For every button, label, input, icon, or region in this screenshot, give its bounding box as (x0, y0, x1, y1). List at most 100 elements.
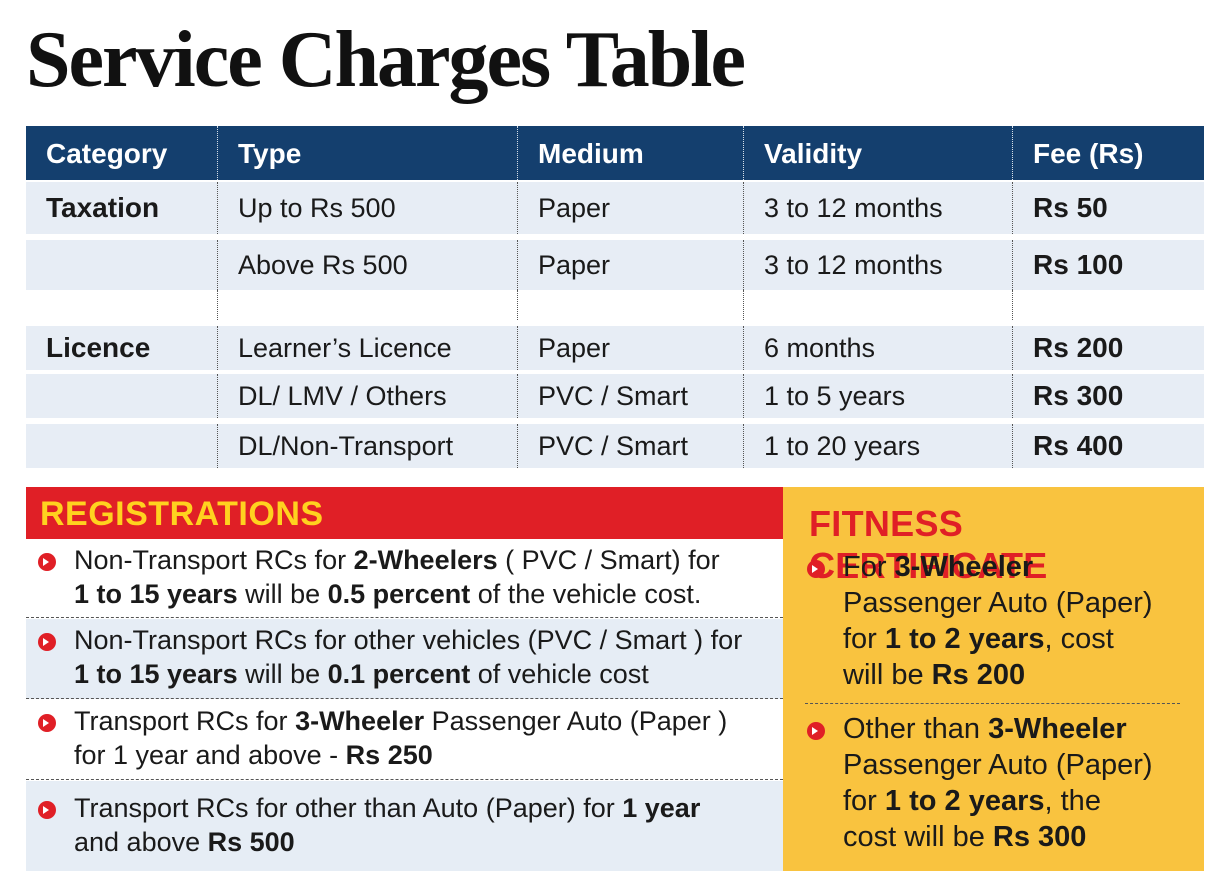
cell-medium: PVC / Smart (517, 374, 743, 418)
list-item: Transport RCs for other than Auto (Paper… (26, 781, 783, 871)
table-row: Licence Learner’s Licence Paper 6 months… (26, 326, 1204, 370)
cell-medium: Paper (517, 326, 743, 370)
item-text: for (843, 785, 885, 817)
fitness-heading: FITNESS CERTIFICATE (809, 503, 1048, 586)
item-emphasis: 2-Wheelers (353, 545, 498, 575)
cell-validity: 3 to 12 months (743, 182, 1012, 234)
item-text: Transport RCs for other than Auto (Paper… (74, 793, 623, 823)
item-text: Non-Transport RCs for other vehicles (PV… (74, 625, 743, 655)
table-row: Above Rs 500 Paper 3 to 12 months Rs 100 (26, 240, 1204, 290)
bullet-arrow-icon (38, 801, 56, 819)
item-line: will be Rs 200 (843, 657, 1204, 693)
cell-category: Taxation (46, 192, 160, 223)
header-category: Category (46, 138, 168, 169)
table-row: DL/Non-Transport PVC / Smart 1 to 20 yea… (26, 424, 1204, 468)
spacer-divider (743, 290, 1012, 320)
item-line: Non-Transport RCs for 2-Wheelers ( PVC /… (74, 543, 783, 577)
fitness-certificate-panel: FITNESS CERTIFICATE For 3-Wheeler Passen… (783, 487, 1204, 871)
cell-category (26, 240, 217, 290)
item-emphasis: Rs 300 (992, 821, 1087, 853)
item-text: cost will be (843, 821, 993, 853)
item-text: For (843, 551, 895, 583)
item-line: Transport RCs for 3-Wheeler Passenger Au… (74, 704, 783, 738)
item-line: for 1 to 2 years, cost (843, 621, 1204, 657)
list-item: Transport RCs for 3-Wheeler Passenger Au… (26, 700, 783, 780)
item-text: of the vehicle cost. (470, 579, 702, 609)
cell-medium: Paper (517, 182, 743, 234)
item-emphasis: 3-Wheeler (988, 713, 1127, 745)
item-emphasis: 1 to 15 years (74, 659, 238, 689)
item-text: and above (74, 827, 208, 857)
item-line: Transport RCs for other than Auto (Paper… (74, 791, 783, 825)
registrations-heading: REGISTRATIONS (26, 487, 783, 539)
registrations-panel: REGISTRATIONS Non-Transport RCs for 2-Wh… (26, 487, 783, 871)
item-emphasis: 3-Wheeler (295, 706, 425, 736)
cell-validity: 1 to 5 years (743, 374, 1012, 418)
item-text: , the (1044, 785, 1101, 817)
table-header: Category Type Medium Validity Fee (Rs) (26, 126, 1204, 180)
bullet-arrow-icon (38, 714, 56, 732)
item-text: of vehicle cost (470, 659, 649, 689)
cell-type: Above Rs 500 (217, 240, 517, 290)
table-spacer-row (26, 290, 1204, 320)
item-text: Passenger Auto (Paper ) (424, 706, 728, 736)
cell-fee: Rs 400 (1012, 424, 1204, 468)
header-type: Type (217, 126, 517, 180)
item-line: Other than 3-Wheeler (843, 711, 1204, 747)
item-line: cost will be Rs 300 (843, 819, 1204, 855)
item-emphasis: Rs 200 (931, 659, 1026, 691)
item-line: Passenger Auto (Paper) (843, 587, 1153, 619)
item-text: will be (237, 659, 328, 689)
cell-medium: PVC / Smart (517, 424, 743, 468)
cell-fee: Rs 200 (1012, 326, 1204, 370)
item-line: For 3-Wheeler (843, 549, 1204, 585)
item-line: 1 to 15 years will be 0.1 percent of veh… (74, 657, 783, 691)
item-text: for 1 year and above - (74, 740, 346, 770)
header-medium: Medium (517, 126, 743, 180)
table-row: Taxation Up to Rs 500 Paper 3 to 12 mont… (26, 182, 1204, 234)
item-emphasis: 1 year (622, 793, 701, 823)
cell-validity: 3 to 12 months (743, 240, 1012, 290)
cell-type: Up to Rs 500 (217, 182, 517, 234)
list-item: For 3-Wheeler Passenger Auto (Paper) for… (783, 549, 1204, 693)
cell-category (26, 424, 217, 468)
item-line: Passenger Auto (Paper) (843, 749, 1153, 781)
item-text: Non-Transport RCs for (74, 545, 354, 575)
item-text: Transport RCs for (74, 706, 296, 736)
item-emphasis: 0.1 percent (327, 659, 471, 689)
cell-type: DL/Non-Transport (217, 424, 517, 468)
cell-fee: Rs 100 (1012, 240, 1204, 290)
item-emphasis: Rs 250 (345, 740, 433, 770)
list-item: Non-Transport RCs for 2-Wheelers ( PVC /… (26, 539, 783, 618)
cell-validity: 6 months (743, 326, 1012, 370)
header-fee: Fee (Rs) (1012, 126, 1204, 180)
spacer-divider (517, 290, 743, 320)
bullet-arrow-icon (38, 553, 56, 571)
item-emphasis: 1 to 2 years (884, 623, 1045, 655)
cell-type: Learner’s Licence (217, 326, 517, 370)
item-text: for (843, 623, 885, 655)
item-text: , cost (1044, 623, 1114, 655)
fitness-divider (805, 703, 1180, 704)
list-item: Other than 3-Wheeler Passenger Auto (Pap… (783, 711, 1204, 855)
cell-category (26, 374, 217, 418)
item-text: Other than (843, 713, 989, 745)
spacer-divider (217, 290, 517, 320)
item-text: ( PVC / Smart) for (497, 545, 720, 575)
item-emphasis: Rs 500 (207, 827, 295, 857)
cell-type: DL/ LMV / Others (217, 374, 517, 418)
item-emphasis: 0.5 percent (327, 579, 471, 609)
item-text: will be (237, 579, 328, 609)
item-emphasis: 1 to 2 years (884, 785, 1045, 817)
header-validity: Validity (743, 126, 1012, 180)
spacer-divider (1012, 290, 1204, 320)
item-emphasis: 1 to 15 years (74, 579, 238, 609)
item-line: and above Rs 500 (74, 825, 783, 859)
page-title: Service Charges Table (26, 16, 746, 104)
item-line: 1 to 15 years will be 0.5 percent of the… (74, 577, 783, 611)
cell-fee: Rs 50 (1012, 182, 1204, 234)
cell-validity: 1 to 20 years (743, 424, 1012, 468)
item-line: Non-Transport RCs for other vehicles (PV… (74, 623, 783, 657)
bullet-arrow-icon (38, 633, 56, 651)
bullet-arrow-icon (807, 722, 825, 740)
